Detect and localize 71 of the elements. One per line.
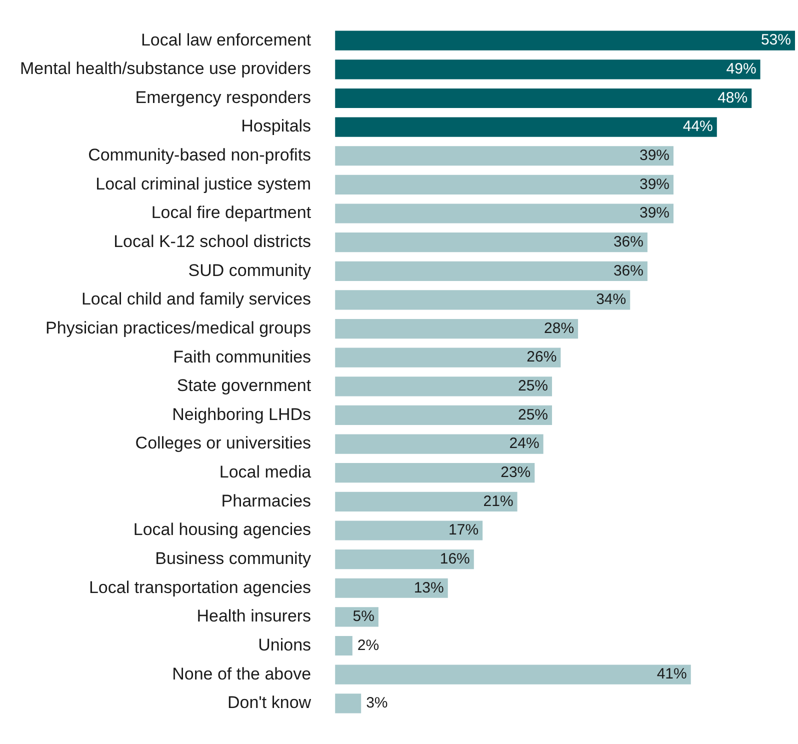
bar [335,520,483,540]
bar [335,30,795,50]
data-label: 39% [639,176,670,193]
data-label: 48% [718,89,748,106]
bar [335,636,352,656]
y-tick-label: Community-based non-profits [88,146,312,165]
y-tick-label: SUD community [188,260,312,280]
y-tick-label: None of the above [172,664,312,684]
y-tick-label: Local media [219,462,312,482]
y-tick-label: State government [176,376,312,396]
data-label: 34% [596,291,626,308]
bar [335,578,448,598]
bar [335,88,752,108]
y-tick-label: Unions [258,635,312,654]
bar [335,434,544,454]
y-tick-label: Health insurers [196,606,312,626]
bar [335,261,648,281]
y-tick-label: Business community [155,548,312,568]
data-label: 5% [352,608,374,626]
data-label: 25% [518,406,548,424]
y-tick-label: Colleges or universities [135,434,312,453]
data-label: 16% [440,550,470,568]
data-label: 53% [760,32,791,49]
y-tick-label: Local criminal justice system [96,174,312,194]
bar [335,174,674,194]
data-label: 36% [613,262,644,280]
data-label: 26% [526,348,557,366]
bar [335,405,552,426]
y-tick-label: Local K-12 school districts [114,232,312,252]
bar [335,290,630,310]
data-label: 3% [366,694,388,712]
y-tick-label: Emergency responders [135,88,312,107]
y-tick-label: Physician practices/medical groups [46,318,312,338]
data-label: 49% [726,60,756,78]
bar [335,318,578,339]
bar [335,348,561,368]
y-tick-label: Mental health/substance use providers [20,59,312,78]
bar [335,376,552,396]
bar [335,117,717,137]
y-tick-label: Local transportation agencies [88,578,312,597]
data-label: 24% [509,435,540,452]
data-label: 36% [613,233,644,250]
bar [335,204,674,224]
data-label: 13% [414,579,444,596]
bar [335,550,474,570]
data-label: 21% [483,492,514,510]
data-label: 39% [639,204,670,222]
bar [335,492,518,512]
bar [335,463,535,483]
bar [335,232,648,252]
data-label: 2% [357,636,380,654]
bar [335,694,362,714]
data-label: 39% [639,147,670,164]
y-tick-label: Local housing agencies [133,520,312,540]
data-label: 28% [544,320,574,337]
y-tick-label: Hospitals [241,116,312,136]
y-tick-label: Local law enforcement [140,30,312,50]
data-label: 17% [448,522,479,539]
y-tick-label: Pharmacies [221,491,312,510]
data-label: 23% [500,464,531,481]
y-tick-label: Local fire department [151,203,312,222]
data-label: 44% [682,118,713,136]
bar [335,60,760,80]
y-tick-label: Local child and family services [81,290,312,309]
data-label: 41% [656,666,687,683]
y-tick-label: Don't know [227,693,312,712]
data-label: 25% [518,378,548,395]
bar [335,664,691,684]
y-tick-label: Neighboring LHDs [172,404,312,424]
bar [335,146,674,166]
y-tick-label: Faith communities [173,347,312,366]
